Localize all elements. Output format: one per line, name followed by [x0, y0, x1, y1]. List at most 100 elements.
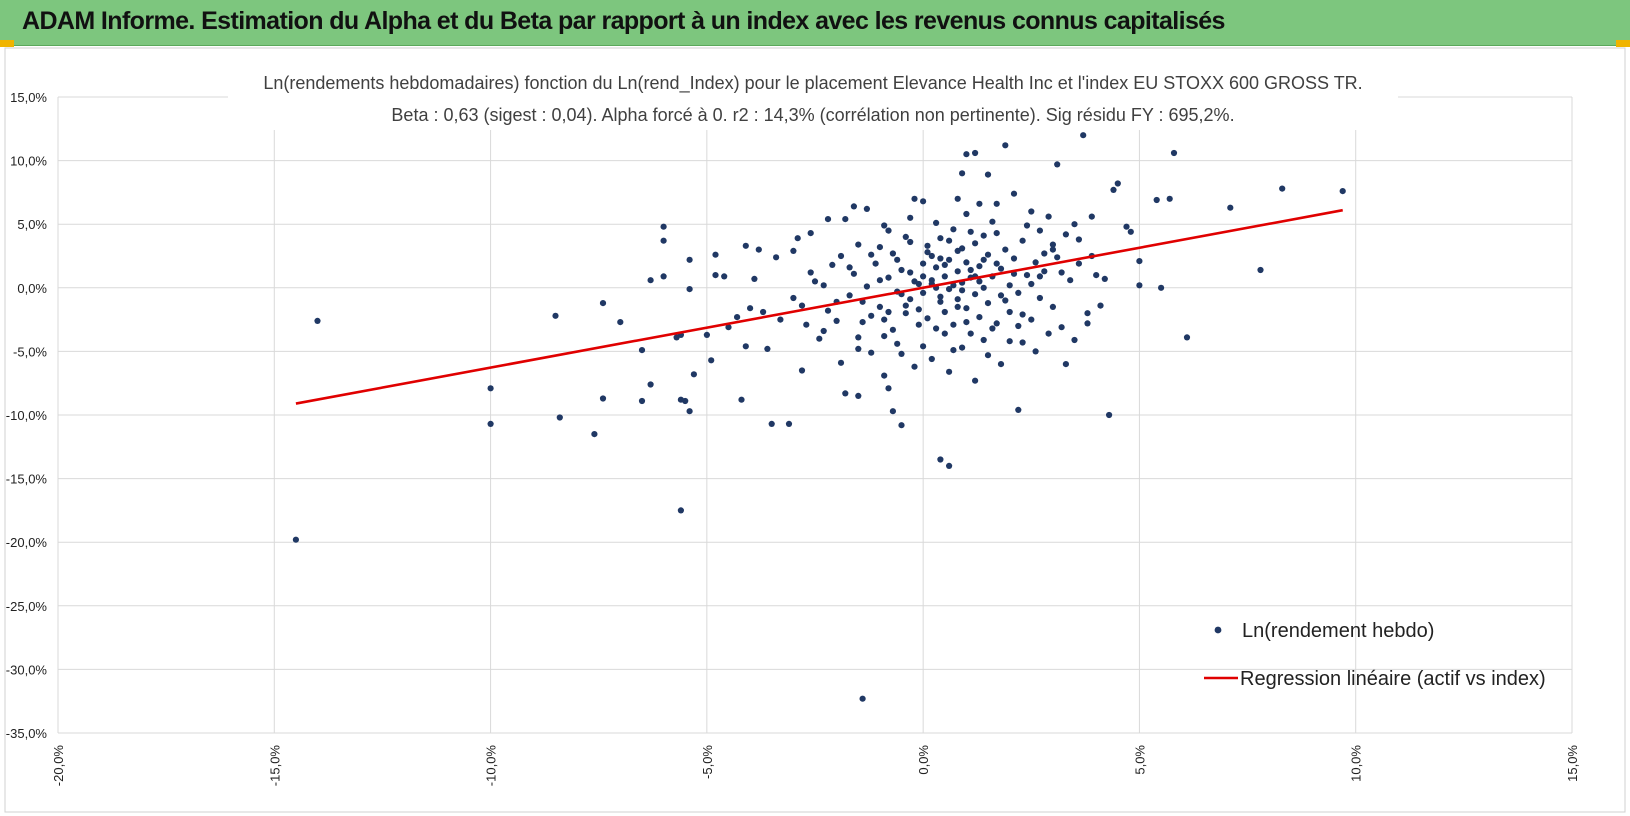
data-point: [617, 319, 624, 326]
corner-marker-right: [1616, 40, 1630, 47]
data-point: [967, 228, 974, 235]
corner-marker-left: [0, 40, 14, 47]
regression-line: [295, 208, 1343, 405]
data-point: [989, 218, 996, 225]
chart-title-line2: Beta : 0,63 (sigest : 0,04). Alpha forcé…: [391, 105, 1234, 125]
data-point: [1028, 280, 1035, 288]
data-point: [1036, 273, 1043, 280]
data-point: [1054, 161, 1061, 168]
data-point: [1023, 272, 1031, 279]
data-point: [876, 277, 884, 284]
data-point: [1002, 142, 1009, 149]
x-tick-label: -15,0%: [267, 745, 282, 787]
y-tick-label: -20,0%: [6, 535, 48, 550]
data-point: [803, 321, 810, 328]
data-point: [928, 355, 935, 363]
y-axis-ticks: 15,0% 10,0% 5,0% 0,0% -5,0% -10,0% -15,0% -20,0…: [6, 90, 48, 741]
data-point: [920, 198, 927, 205]
y-tick-label: -25,0%: [6, 599, 48, 614]
data-point: [920, 260, 927, 267]
data-point: [976, 200, 983, 207]
data-point: [954, 296, 961, 303]
data-point: [1227, 204, 1234, 211]
data-point: [1093, 272, 1100, 279]
data-point: [859, 695, 866, 702]
data-point: [768, 420, 775, 427]
data-point: [647, 277, 654, 284]
data-point: [816, 335, 823, 342]
data-point: [660, 273, 667, 280]
data-point: [742, 343, 749, 350]
data-point: [846, 264, 853, 271]
data-point: [1006, 308, 1013, 316]
data-point: [980, 336, 987, 344]
data-point: [885, 385, 892, 392]
data-point: [933, 264, 940, 271]
data-point: [959, 170, 966, 177]
data-point: [976, 278, 983, 285]
scatter-points: [292, 132, 1346, 702]
data-point: [798, 302, 806, 309]
regression-line-group: [295, 208, 1343, 405]
data-point: [993, 230, 1000, 237]
x-tick-label: -20,0%: [51, 745, 66, 787]
data-point: [894, 340, 901, 347]
data-point: [915, 280, 922, 288]
data-point: [902, 233, 909, 240]
data-point: [885, 227, 892, 234]
data-point: [734, 314, 741, 321]
data-point: [963, 305, 970, 312]
data-point: [1062, 231, 1069, 238]
legend: Ln(rendement hebdo) Regression linéaire …: [1204, 620, 1546, 690]
data-point: [1084, 310, 1091, 317]
data-point: [552, 312, 559, 319]
data-point: [1006, 338, 1013, 345]
data-point: [902, 310, 909, 317]
data-point: [314, 317, 321, 324]
data-point: [1339, 188, 1346, 195]
y-tick-label: 5,0%: [17, 217, 47, 232]
data-point: [907, 296, 914, 303]
data-point: [885, 308, 892, 316]
data-point: [1127, 228, 1134, 235]
data-point: [837, 359, 845, 366]
data-point: [963, 151, 970, 158]
data-point: [963, 210, 970, 218]
data-point: [946, 462, 953, 469]
data-point: [950, 282, 957, 289]
y-tick-label: 15,0%: [10, 90, 47, 105]
data-point: [1023, 222, 1031, 229]
data-point: [764, 345, 771, 352]
data-point: [868, 312, 875, 319]
data-point: [972, 240, 979, 247]
data-point: [972, 291, 979, 298]
data-point: [997, 292, 1005, 299]
data-point: [950, 226, 957, 233]
data-point: [1106, 411, 1113, 419]
y-tick-label: -30,0%: [6, 662, 48, 677]
data-point: [984, 171, 992, 178]
data-point: [790, 247, 797, 254]
data-point: [1045, 213, 1052, 220]
data-point: [863, 283, 871, 290]
data-point: [976, 314, 983, 321]
data-point: [876, 303, 884, 310]
data-point: [1028, 208, 1035, 215]
data-point: [1049, 246, 1056, 253]
data-point: [898, 266, 905, 274]
data-point: [894, 256, 901, 263]
data-point: [1058, 269, 1065, 276]
data-point: [647, 381, 654, 388]
data-point: [915, 321, 922, 328]
x-tick-label: 0,0%: [916, 745, 931, 775]
data-point: [933, 325, 940, 332]
data-point: [850, 270, 858, 277]
data-point: [842, 390, 849, 397]
data-point: [1041, 250, 1048, 257]
data-point: [1114, 180, 1121, 187]
data-point: [1002, 246, 1009, 253]
data-point: [1049, 303, 1056, 310]
data-point: [1101, 275, 1108, 282]
x-axis-ticks: -20,0% -15,0% -10,0% -5,0% 0,0% 5,0% 10,0% 15,0…: [51, 745, 1580, 787]
